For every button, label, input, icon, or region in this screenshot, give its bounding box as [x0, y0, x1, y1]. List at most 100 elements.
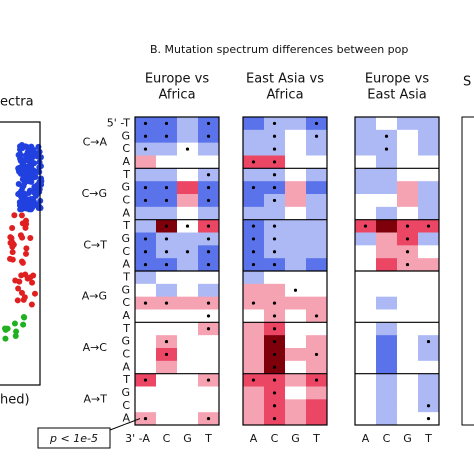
heatmap-cell: [397, 194, 419, 208]
significance-dot: [185, 224, 190, 228]
heatmap-cell: [156, 412, 178, 426]
significance-dot: [405, 262, 410, 267]
significance-dot: [314, 314, 319, 318]
heatmap-cell: [418, 360, 440, 374]
x-label: T: [424, 432, 432, 445]
significance-dot: [384, 134, 389, 138]
scatter-dot: [22, 250, 29, 257]
heatmap-cell: [198, 360, 220, 374]
scatter-crop: [2, 142, 45, 342]
heatmap-cell: [376, 348, 398, 362]
heatmap-cell: [418, 232, 440, 246]
heatmap-cell: [355, 271, 377, 285]
heatmap-cell: [397, 373, 419, 387]
significance-dot: [426, 339, 431, 344]
heatmap-cell: [355, 181, 377, 195]
scatter-dot: [34, 190, 41, 197]
heatmap-cell: [355, 194, 377, 208]
scatter-dot: [34, 181, 41, 188]
p-annotation: p < 1e-5: [49, 432, 98, 445]
scatter-dot: [9, 241, 16, 248]
x-label: G: [291, 432, 300, 445]
heatmap-cell: [376, 155, 398, 169]
heatmap-cell: [135, 322, 157, 336]
scatter-dot: [18, 289, 25, 296]
significance-dot: [206, 314, 211, 318]
heatmap-cell: [355, 309, 377, 323]
heatmap-cell: [135, 219, 157, 233]
heatmap-cell: [198, 283, 220, 297]
row-label: T: [122, 322, 130, 335]
heatmap-cell: [156, 322, 178, 336]
heatmap-cell: [355, 206, 377, 220]
heatmap-cell: [156, 360, 178, 374]
heatmap-cell: [306, 360, 328, 374]
significance-dot: [272, 314, 277, 318]
row-label: T: [122, 168, 130, 181]
scatter-dot: [27, 274, 34, 281]
heatmap-cell: [397, 348, 419, 362]
scatter-dot: [21, 314, 28, 321]
heatmap-cell: [135, 399, 157, 413]
heatmap-cell: [243, 194, 265, 208]
heatmap-cell: [355, 296, 377, 310]
scatter-dot: [27, 176, 34, 183]
heatmap-cell: [376, 296, 398, 310]
heatmap-cell: [306, 399, 328, 413]
heatmap-cell: [418, 386, 440, 400]
significance-dot: [206, 185, 211, 190]
heatmap-cell: [306, 168, 328, 182]
heatmap-cell: [355, 232, 377, 246]
heatmap-cell: [285, 335, 307, 349]
heatmap-cell: [418, 168, 440, 182]
heatmap-cell: [135, 155, 157, 169]
scatter-dot: [15, 285, 22, 292]
heatmap-cell: [306, 258, 328, 272]
scatter-dot: [23, 205, 30, 212]
significance-dot: [143, 250, 148, 254]
heatmap-cell: [177, 309, 199, 323]
significance-dot: [164, 262, 169, 267]
significance-dot: [405, 250, 410, 254]
heatmap-cell: [198, 399, 220, 413]
significance-dot: [206, 301, 211, 305]
heatmap-cell: [355, 155, 377, 169]
heatmap-cell: [198, 348, 220, 362]
heatmap-cell: [376, 206, 398, 220]
heatmap-title: East Asia: [367, 88, 426, 103]
significance-dot: [206, 262, 211, 267]
heatmap-cell: [243, 283, 265, 297]
heatmap-cell: [264, 283, 286, 297]
heatmap-cell: [135, 360, 157, 374]
heatmap-cell: [397, 155, 419, 169]
scatter-dot: [11, 320, 18, 327]
heatmap-cell: [177, 194, 199, 208]
heatmap-cell: [177, 348, 199, 362]
heatmap-cell: [418, 155, 440, 169]
heatmap-cell: [243, 271, 265, 285]
heatmap-cell: [177, 283, 199, 297]
significance-dot: [206, 134, 211, 138]
significance-dot: [272, 327, 277, 331]
scatter-dot: [25, 198, 32, 205]
scatter-dot: [27, 145, 34, 152]
significance-dot: [164, 352, 169, 357]
heatmap-cell: [376, 335, 398, 349]
heatmap-cell: [135, 271, 157, 285]
x-label: G: [403, 432, 412, 445]
significance-dot: [164, 237, 169, 241]
significance-dot: [314, 121, 319, 126]
scatter-dot: [9, 256, 16, 263]
significance-dot: [143, 198, 148, 203]
heatmap-cell: [397, 360, 419, 374]
significance-dot: [426, 404, 431, 408]
heatmap-cell: [285, 206, 307, 220]
significance-dot: [272, 185, 277, 190]
heatmap-cell: [306, 219, 328, 233]
row-label: G: [121, 386, 130, 399]
heatmap-cell: [285, 245, 307, 259]
significance-dot: [272, 416, 277, 421]
scatter-dot: [33, 202, 40, 209]
significance-dot: [143, 301, 148, 305]
heatmap-cell: [177, 412, 199, 426]
